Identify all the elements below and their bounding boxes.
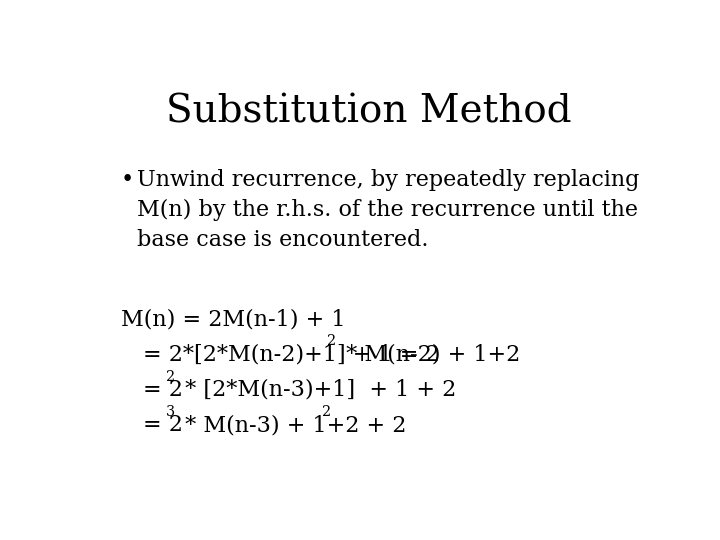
- Text: * M(n-2) + 1+2: * M(n-2) + 1+2: [339, 343, 521, 366]
- Text: M(n) = 2M(n-1) + 1: M(n) = 2M(n-1) + 1: [121, 308, 345, 330]
- Text: 3: 3: [166, 405, 175, 419]
- Text: Substitution Method: Substitution Method: [166, 94, 572, 131]
- Text: base case is encountered.: base case is encountered.: [138, 228, 429, 251]
- Text: * [2*M(n-3)+1]  + 1 + 2: * [2*M(n-3)+1] + 1 + 2: [178, 379, 456, 401]
- Text: Unwind recurrence, by repeatedly replacing: Unwind recurrence, by repeatedly replaci…: [138, 168, 640, 191]
- Text: * M(n-3) + 1+2 + 2: * M(n-3) + 1+2 + 2: [178, 414, 407, 436]
- Text: 2: 2: [327, 334, 336, 348]
- Text: = 2: = 2: [143, 414, 183, 436]
- Text: 2: 2: [166, 369, 175, 383]
- Text: •: •: [121, 168, 134, 191]
- Text: 2: 2: [322, 405, 331, 419]
- Text: M(n) by the r.h.s. of the recurrence until the: M(n) by the r.h.s. of the recurrence unt…: [138, 199, 639, 221]
- Text: = 2: = 2: [143, 379, 183, 401]
- Text: = 2*[2*M(n-2)+1] + 1 = 2: = 2*[2*M(n-2)+1] + 1 = 2: [143, 343, 440, 366]
